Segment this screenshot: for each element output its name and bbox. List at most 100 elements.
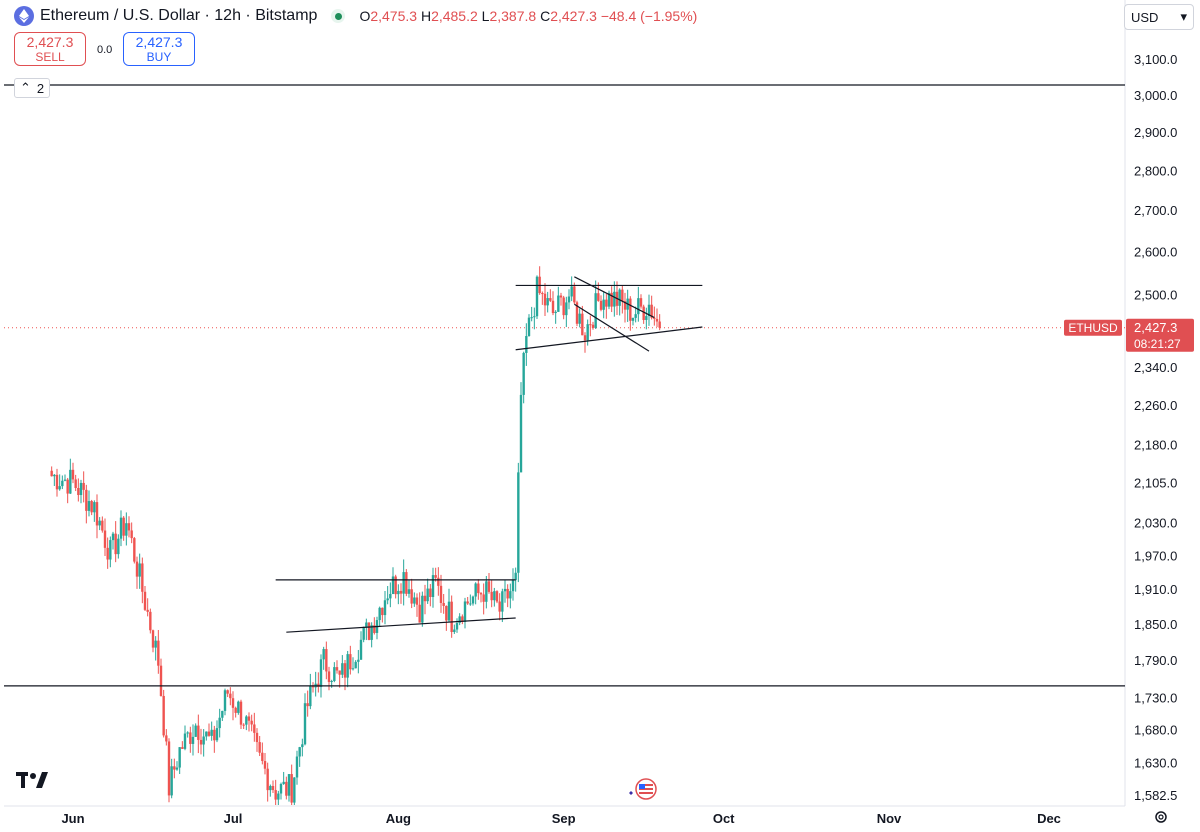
candle [602,292,605,319]
trend-line[interactable] [286,617,516,633]
candle [631,317,635,326]
candle [325,641,328,680]
candle [610,286,613,313]
candle [621,286,624,314]
x-tick-label: Dec [1037,811,1061,826]
candle [269,784,272,797]
candle [253,712,256,742]
candle [319,654,323,698]
candle [655,308,659,328]
candle [114,521,117,563]
trend-line[interactable] [574,303,650,352]
candle [197,714,200,754]
candle [103,518,107,557]
candle [589,315,592,337]
market-status-icon[interactable] [331,9,346,23]
candle [341,655,344,678]
candle [255,728,259,752]
candle [218,708,221,738]
candle [287,774,291,802]
candle [138,553,141,589]
high-value: 2,485.2 [431,8,478,24]
candle [466,597,469,605]
open-value: 2,475.3 [370,8,418,24]
candle [181,741,184,749]
trend-line[interactable] [574,276,655,319]
candle [453,624,456,634]
candle [303,693,307,746]
ethereum-icon [14,6,34,26]
change-value: −48.4 (−1.95%) [600,8,698,24]
y-tick-label: 1,790.0 [1134,653,1177,668]
x-tick-label: Aug [386,811,411,826]
candle [578,308,581,328]
candle [431,567,435,608]
candle [583,332,587,353]
candle [421,591,424,627]
candle [477,579,480,600]
close-label: C [540,8,551,24]
candle [311,682,315,693]
candle [634,306,637,323]
y-tick-label: 1,630.0 [1134,756,1177,771]
candle [274,779,277,805]
x-tick-label: Sep [552,811,576,826]
drawn-lines [4,84,1125,687]
candle [149,608,152,634]
candle [119,510,123,547]
candle [541,291,544,305]
candle [415,593,419,617]
y-tick-label: 2,180.0 [1134,437,1177,452]
trend-line[interactable] [515,326,703,351]
buy-price: 2,427.3 [135,34,183,50]
indicator-count: 2 [36,80,45,96]
candle [247,712,251,732]
low-label: L [481,8,490,24]
indicator-legend-toggle[interactable]: ⌃ 2 [14,78,51,98]
last-price-label-group: ETHUSD 2,427.3 08:21:27 [1064,318,1194,352]
candle [613,281,616,317]
currency-selector[interactable]: USD ▾ [1124,4,1194,30]
us-flag-event-icon[interactable] [626,778,660,800]
candle [365,618,368,641]
candle [658,314,661,331]
ticker-label-bg [1064,319,1122,336]
candle [349,645,352,675]
candle [623,292,627,323]
candle [199,728,203,755]
buy-label: BUY [146,50,172,64]
spread-value: 0.0 [97,44,113,56]
settings-gear-icon[interactable] [1154,810,1168,827]
candle [234,706,237,718]
chevron-up-icon: ⌃ [20,80,31,95]
candle [231,691,235,721]
symbol-title[interactable]: Ethereum / U.S. Dollar · 12h · Bitstamp [40,7,318,24]
candle [306,690,309,717]
candle [559,292,563,306]
candle [509,583,512,609]
candle [146,598,149,617]
candle [573,282,576,304]
candle [130,522,133,544]
candle [482,583,485,615]
candle [378,606,381,627]
buy-button[interactable]: 2,427.3 BUY [123,32,195,66]
x-axis: Jun Jul Aug Sep Oct Nov Dec [61,811,1060,826]
candle [71,462,75,484]
candle [109,536,112,568]
candle [69,458,72,494]
candle [402,559,405,606]
candle [455,618,459,633]
y-tick-label: 2,340.0 [1134,360,1177,375]
candle [410,578,413,609]
open-label: O [359,8,371,24]
candle [135,556,139,589]
candle [111,531,115,550]
candle [66,477,69,504]
candle [63,474,67,482]
tradingview-logo-icon[interactable] [16,770,50,796]
sell-button[interactable]: 2,427.3 SELL [14,32,86,66]
candle [389,582,392,608]
y-tick-label: 3,100.0 [1134,52,1177,67]
